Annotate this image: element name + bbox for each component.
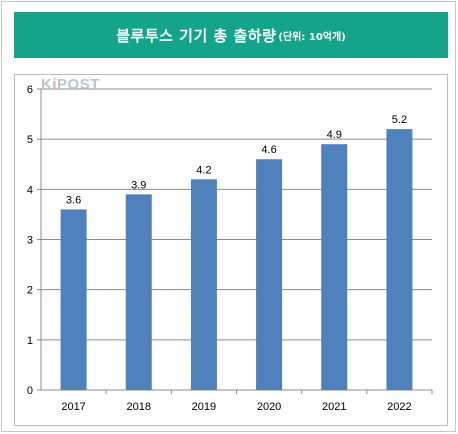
data-label: 4.9 (327, 129, 342, 141)
y-tick-label: 5 (27, 134, 33, 146)
bar (321, 144, 348, 390)
data-label: 3.9 (131, 179, 146, 191)
bar (60, 209, 87, 390)
y-tick-label: 2 (27, 285, 33, 297)
data-label: 3.6 (66, 194, 81, 206)
chart-header: 블루투스 기기 총 출하량 (단위: 10억개) (14, 12, 448, 58)
bar (190, 179, 217, 390)
data-label: 5.2 (392, 114, 407, 126)
y-tick-label: 4 (27, 184, 33, 196)
chart-unit: (단위: 10억개) (278, 31, 346, 43)
x-tick-label: 2017 (61, 401, 85, 413)
x-tick-label: 2020 (257, 401, 281, 413)
x-tick-label: 2021 (322, 401, 346, 413)
y-tick-label: 0 (27, 385, 33, 397)
chart-title: 블루투스 기기 총 출하량 (116, 26, 277, 45)
y-tick-label: 6 (27, 84, 33, 96)
data-label: 4.2 (196, 164, 211, 176)
y-tick-label: 3 (27, 235, 33, 247)
x-tick-label: 2022 (387, 401, 411, 413)
y-tick-label: 1 (27, 335, 33, 347)
data-label: 4.6 (261, 144, 276, 156)
x-tick-label: 2018 (127, 401, 151, 413)
watermark-logo: KiPOST (41, 76, 100, 93)
x-tick-label: 2019 (192, 401, 216, 413)
bar (256, 159, 283, 390)
bar (386, 129, 413, 390)
bar (125, 194, 152, 390)
